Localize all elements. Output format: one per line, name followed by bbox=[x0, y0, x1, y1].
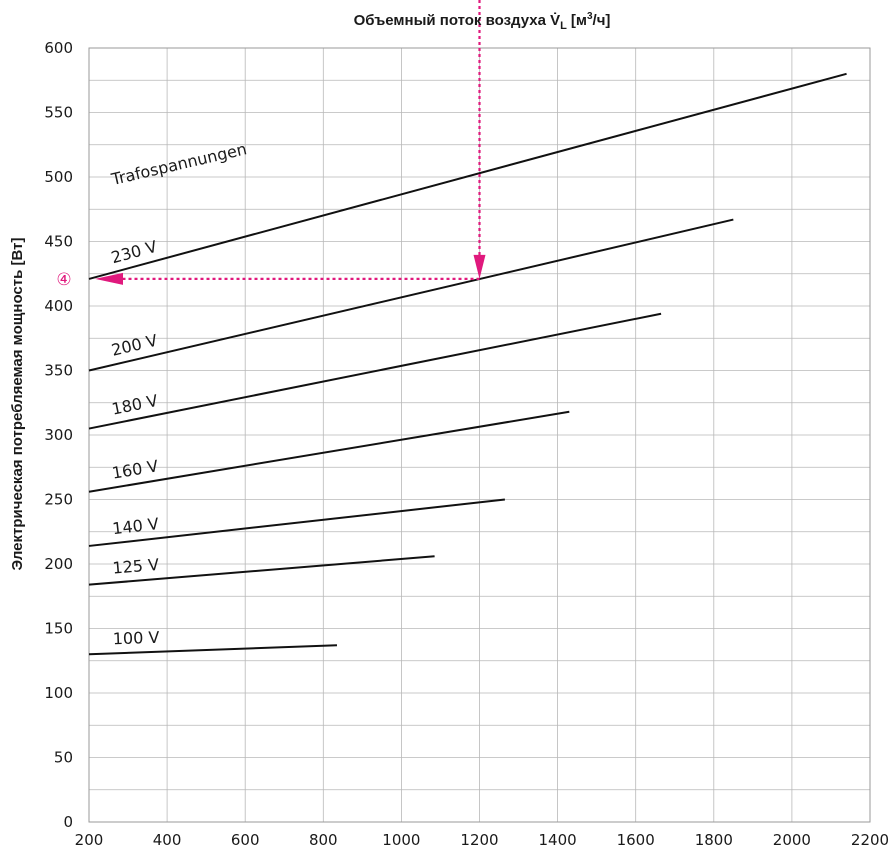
series-line bbox=[88, 410, 570, 493]
chart-title-main: Объемный поток воздуха V̇ bbox=[354, 12, 561, 29]
series-line bbox=[88, 72, 847, 280]
y-tick-label: 250 bbox=[44, 491, 73, 509]
series-line bbox=[88, 218, 734, 372]
y-tick-label: 550 bbox=[44, 104, 73, 122]
y-tick-label: 100 bbox=[44, 684, 73, 702]
x-tick-label: 1000 bbox=[382, 831, 420, 849]
y-axis-label: Электрическая потребляемая мощность [Вт] bbox=[9, 238, 26, 571]
series-line bbox=[88, 498, 505, 547]
x-tick-label: 600 bbox=[231, 831, 260, 849]
tick-labels: 0 50 100 150 200 250 300 350 400 450 500 550 600 200 4… bbox=[44, 39, 889, 849]
chart-title: Объемный поток воздуха V̇L [м3/ч] bbox=[354, 11, 611, 32]
series-label: 140 V bbox=[111, 514, 159, 538]
series-label: 160 V bbox=[111, 456, 160, 482]
series-label: 180 V bbox=[110, 391, 159, 419]
x-tick-label: 1800 bbox=[695, 831, 733, 849]
series-line bbox=[88, 555, 435, 586]
x-tick-label: 800 bbox=[309, 831, 338, 849]
x-tick-label: 400 bbox=[153, 831, 182, 849]
annotation-arrowhead-left bbox=[95, 272, 123, 285]
x-tick-label: 200 bbox=[75, 831, 104, 849]
y-tick-label: 0 bbox=[63, 813, 73, 831]
legend-heading: Trafospannungen bbox=[109, 139, 249, 189]
chart-title-unit-sup: 3 bbox=[587, 11, 593, 22]
y-tick-label: 150 bbox=[44, 620, 73, 638]
y-tick-label: 450 bbox=[44, 233, 73, 251]
y-tick-label: 50 bbox=[54, 749, 73, 767]
y-tick-label: 400 bbox=[44, 297, 73, 315]
annotation-arrows: ④ bbox=[56, 0, 486, 290]
chart-title-unit-pre: [м bbox=[571, 12, 587, 29]
series-label: 125 V bbox=[112, 555, 160, 578]
x-tick-label: 1400 bbox=[539, 831, 577, 849]
annotation-marker-4: ④ bbox=[56, 270, 71, 290]
series-line bbox=[88, 312, 662, 430]
y-tick-label: 350 bbox=[44, 362, 73, 380]
chart-title-unit-post: /ч] bbox=[593, 12, 611, 29]
y-tick-label: 300 bbox=[44, 426, 73, 444]
series-label: 100 V bbox=[112, 628, 159, 649]
y-tick-label: 600 bbox=[44, 39, 73, 57]
x-tick-label: 2000 bbox=[773, 831, 811, 849]
series-line bbox=[88, 644, 338, 656]
annotation-arrowhead-down bbox=[473, 254, 486, 279]
x-tick-label: 1600 bbox=[617, 831, 655, 849]
y-tick-label: 500 bbox=[44, 168, 73, 186]
chart-title-sub: L bbox=[560, 20, 567, 32]
y-tick-label: 200 bbox=[44, 555, 73, 573]
x-tick-label: 1200 bbox=[460, 831, 498, 849]
x-tick-label: 2200 bbox=[851, 831, 889, 849]
